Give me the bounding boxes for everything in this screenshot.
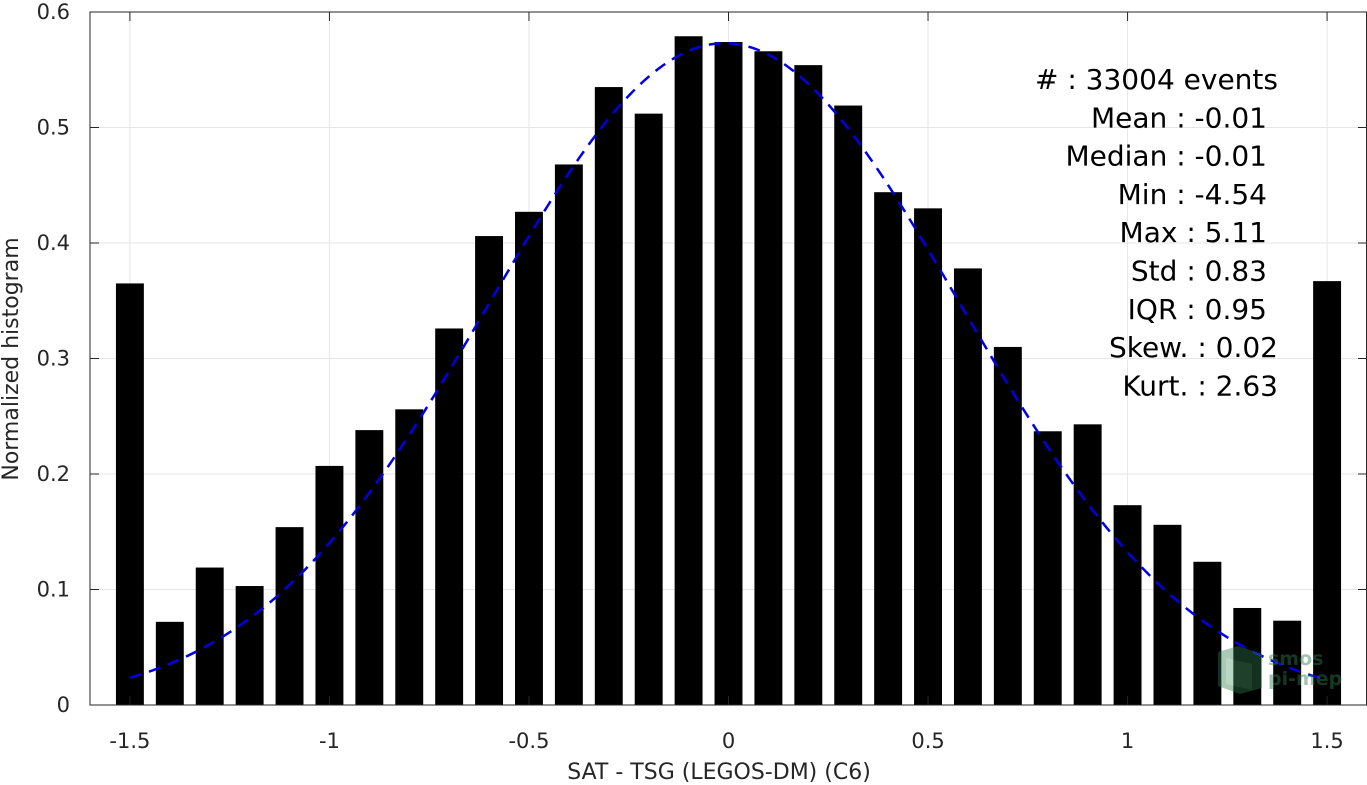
- histogram-bar: [554, 164, 583, 705]
- y-tick-label: 0.5: [37, 116, 70, 140]
- axis-ticks: [90, 11, 1367, 706]
- x-tick-label: 0.5: [911, 729, 944, 753]
- x-tick-label: 0: [722, 729, 735, 753]
- stats-line: Median : -0.01: [1065, 140, 1267, 173]
- x-axis-title: SAT - TSG (LEGOS-DM) (C6): [567, 760, 871, 785]
- x-tick-labels: -1.5 -1 -0.5 0 0.5 1 1.5: [109, 729, 1343, 753]
- histogram-bar: [674, 36, 703, 705]
- y-tick-label: 0.1: [37, 578, 70, 602]
- y-axis-title: Normalized histogram: [0, 237, 24, 480]
- x-tick-label: 1: [1121, 729, 1134, 753]
- stats-line: Mean : -0.01: [1091, 101, 1267, 134]
- histogram-bar: [914, 208, 942, 705]
- histogram-bar: [754, 51, 783, 705]
- y-tick-labels: 0 0.1 0.2 0.3 0.4 0.5 0.6: [37, 0, 70, 717]
- logo-mark-icon: [1218, 646, 1262, 694]
- gaussian-fit-curve: [129, 41, 1328, 682]
- x-tick-label: -0.5: [508, 729, 549, 753]
- logo-text-pi-mep: pi-mep: [1268, 668, 1342, 690]
- stats-line: # : 33004 events: [1035, 63, 1278, 96]
- stats-line: Kurt. : 2.63: [1122, 369, 1278, 402]
- y-tick-label: 0.4: [37, 231, 70, 255]
- x-tick-label: -1.5: [109, 729, 150, 753]
- histogram-bar: [195, 567, 224, 705]
- x-tick-label: 1.5: [1310, 729, 1343, 753]
- histogram-bar: [355, 430, 384, 705]
- x-tick-label: -1: [319, 729, 340, 753]
- histogram-bar: [1033, 431, 1062, 705]
- stats-line: Std : 0.83: [1131, 255, 1267, 288]
- y-tick-label: 0.6: [37, 0, 70, 24]
- y-tick-label: 0.3: [37, 347, 70, 371]
- histogram-bar: [794, 65, 823, 705]
- histogram-bar: [993, 346, 1022, 705]
- histogram-bar: [115, 283, 144, 705]
- logo-text-smos: smos: [1268, 648, 1323, 670]
- histogram-bar: [874, 192, 903, 705]
- histogram-bar: [834, 105, 863, 706]
- histogram-bars: [115, 36, 1342, 706]
- stats-line: Skew. : 0.02: [1109, 331, 1278, 364]
- y-tick-label: 0: [57, 693, 70, 717]
- y-tick-label: 0.2: [37, 462, 70, 486]
- histogram-bar: [1313, 281, 1342, 705]
- histogram-bar: [435, 328, 464, 705]
- histogram-bar: [634, 113, 663, 705]
- stats-line: Max : 5.11: [1120, 216, 1267, 249]
- histogram-bar: [315, 465, 344, 705]
- histogram-bar: [515, 211, 543, 705]
- histogram-bar: [594, 87, 623, 705]
- histogram-bar: [235, 586, 264, 705]
- histogram-bar: [1073, 424, 1102, 705]
- histogram-bar: [1193, 561, 1222, 705]
- histogram-bar: [1233, 607, 1262, 705]
- stats-line: Min : -4.54: [1118, 178, 1267, 211]
- histogram-bar: [275, 527, 304, 705]
- statistics-box: # : 33004 events Mean : -0.01 Median : -0.…: [1035, 63, 1278, 402]
- histogram-bar: [714, 42, 743, 705]
- histogram-bar: [953, 268, 982, 705]
- histogram-bar: [475, 236, 504, 705]
- histogram-bar: [395, 409, 424, 705]
- stats-line: IQR : 0.95: [1128, 293, 1267, 326]
- histogram-bar: [1153, 524, 1182, 705]
- smos-pi-mep-logo: smos pi-mep: [1218, 646, 1342, 694]
- histogram-bar: [1113, 505, 1142, 705]
